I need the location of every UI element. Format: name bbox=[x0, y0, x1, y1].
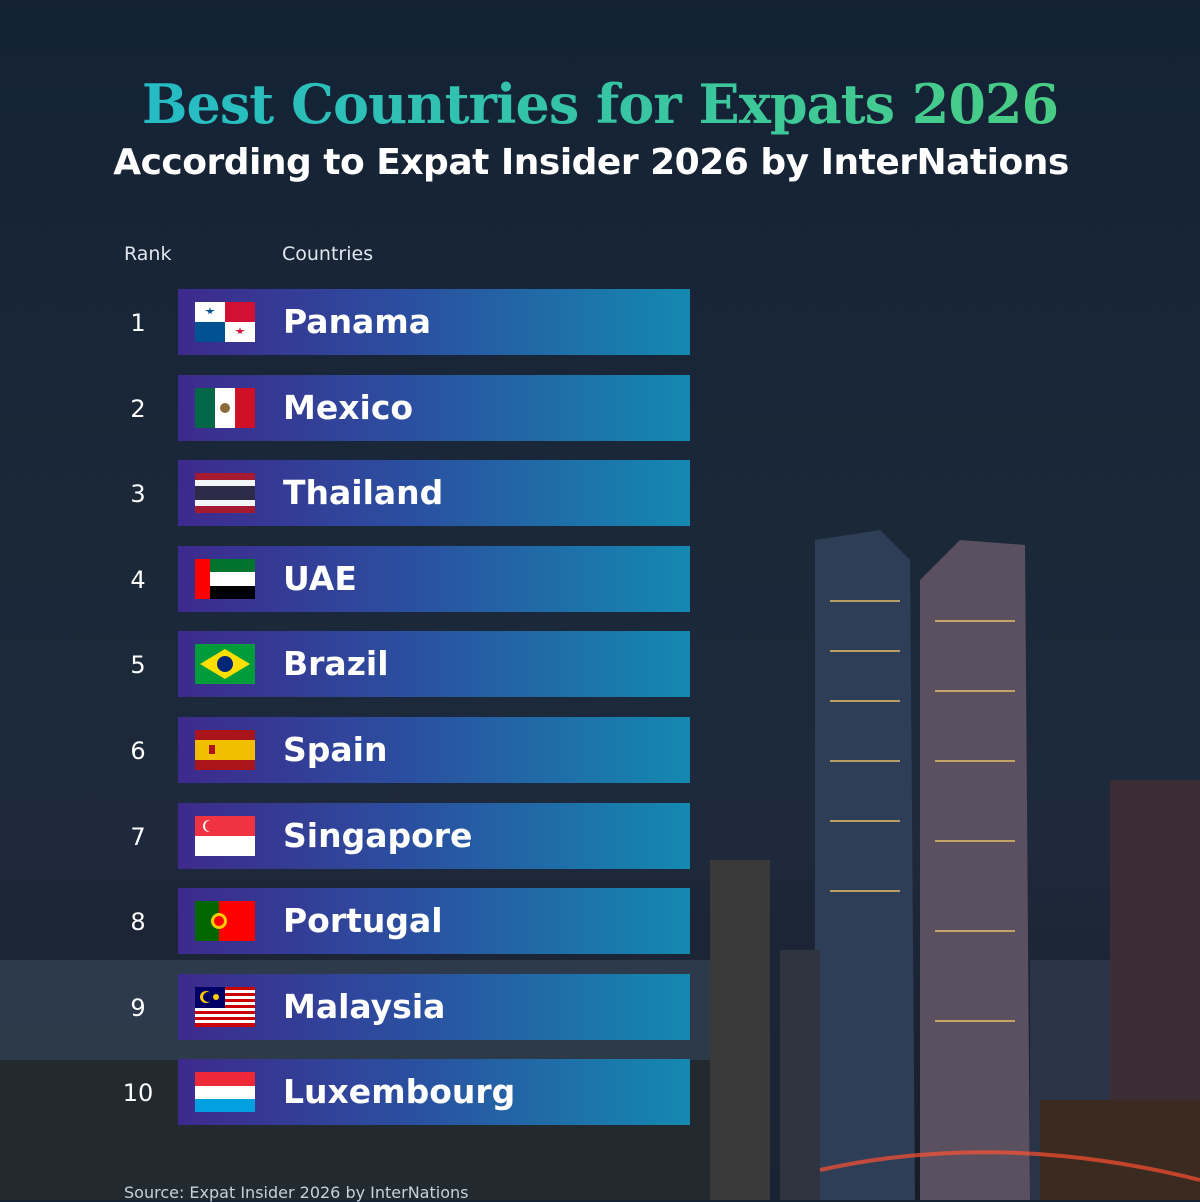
country-name: Singapore bbox=[283, 815, 473, 855]
column-header: Countries bbox=[282, 243, 374, 265]
rank: 7 bbox=[130, 822, 146, 851]
flag-icon bbox=[195, 986, 255, 1027]
flag-shape bbox=[235, 327, 245, 334]
flag-icon bbox=[195, 1072, 255, 1113]
row-bar bbox=[178, 802, 690, 869]
title: Best Countries for Expats 2026 bbox=[0, 72, 1200, 136]
flag-icon bbox=[195, 302, 255, 342]
flag-icon bbox=[195, 815, 255, 856]
flag-shape bbox=[205, 819, 217, 832]
flag-shape bbox=[235, 387, 255, 428]
ranking-row: 4 UAE bbox=[0, 545, 700, 612]
flag-shape bbox=[203, 991, 213, 1002]
country-name: Luxembourg bbox=[283, 1072, 516, 1112]
flag-icon bbox=[195, 387, 255, 428]
ranking-row: 7 Singapore bbox=[0, 802, 700, 869]
country-name: Portugal bbox=[283, 901, 443, 941]
flag-shape bbox=[195, 740, 255, 760]
country-name: Malaysia bbox=[283, 986, 446, 1026]
rank: 8 bbox=[130, 908, 146, 937]
ranking-row: 6 Spain bbox=[0, 717, 700, 783]
ranking-row: 10 Luxembourg bbox=[0, 1059, 700, 1126]
flag-icon bbox=[195, 644, 255, 685]
flag-icon bbox=[195, 558, 255, 599]
flag-icon bbox=[195, 901, 255, 942]
rank: 3 bbox=[130, 480, 146, 509]
rank: 5 bbox=[130, 651, 146, 680]
country-name: Mexico bbox=[283, 387, 414, 427]
row-bar bbox=[178, 973, 690, 1040]
ranking-row: 9 Malaysia bbox=[0, 973, 700, 1040]
row-bar bbox=[178, 289, 690, 355]
source: Source: Expat Insider 2026 by InterNatio… bbox=[124, 1183, 469, 1202]
rank: 4 bbox=[130, 565, 146, 594]
country-name: Thailand bbox=[283, 473, 444, 513]
flag-shape bbox=[225, 302, 255, 322]
flag-shape bbox=[213, 993, 219, 1000]
subtitle: According to Expat Insider 2026 by Inter… bbox=[113, 142, 1069, 183]
ranking-row: 3 Thailand bbox=[0, 460, 700, 527]
flag-icon bbox=[195, 473, 255, 514]
flag-shape bbox=[195, 1086, 255, 1100]
flag-shape bbox=[195, 1022, 255, 1027]
country-name: Brazil bbox=[283, 644, 389, 684]
flag-shape bbox=[214, 916, 224, 927]
flag-shape bbox=[195, 387, 215, 428]
flag-shape bbox=[195, 486, 255, 501]
flag-shape bbox=[209, 745, 215, 754]
row-bar bbox=[178, 631, 690, 698]
flag-shape bbox=[220, 402, 230, 413]
row-bar bbox=[178, 717, 690, 783]
flag-shape bbox=[195, 322, 225, 342]
flag-shape bbox=[195, 1010, 255, 1014]
flag-shape bbox=[217, 656, 233, 673]
flag-shape bbox=[195, 1016, 255, 1020]
rank: 6 bbox=[130, 737, 146, 765]
row-bar bbox=[178, 888, 690, 955]
country-name: Spain bbox=[283, 730, 388, 769]
ranking-row: 8 Portugal bbox=[0, 888, 700, 955]
rank: 2 bbox=[130, 394, 146, 423]
ranking-row: 5 Brazil bbox=[0, 631, 700, 698]
row-bar bbox=[178, 374, 690, 441]
ranking-row: 1 Panama bbox=[0, 289, 700, 355]
flag-shape bbox=[195, 1072, 255, 1087]
rank: 9 bbox=[130, 993, 146, 1022]
ranking-row: 2 Mexico bbox=[0, 374, 700, 441]
column-header: Rank bbox=[124, 243, 172, 265]
flag-shape bbox=[195, 558, 210, 599]
country-name: Panama bbox=[283, 302, 431, 341]
flag-icon bbox=[195, 730, 255, 770]
flag-shape bbox=[205, 307, 215, 314]
rank: 1 bbox=[130, 309, 146, 337]
row-bar bbox=[178, 545, 690, 612]
flag-shape bbox=[195, 1099, 255, 1113]
country-name: UAE bbox=[283, 558, 357, 598]
rank: 10 bbox=[122, 1079, 154, 1108]
row-bar bbox=[178, 460, 690, 527]
row-bar bbox=[178, 1059, 690, 1126]
